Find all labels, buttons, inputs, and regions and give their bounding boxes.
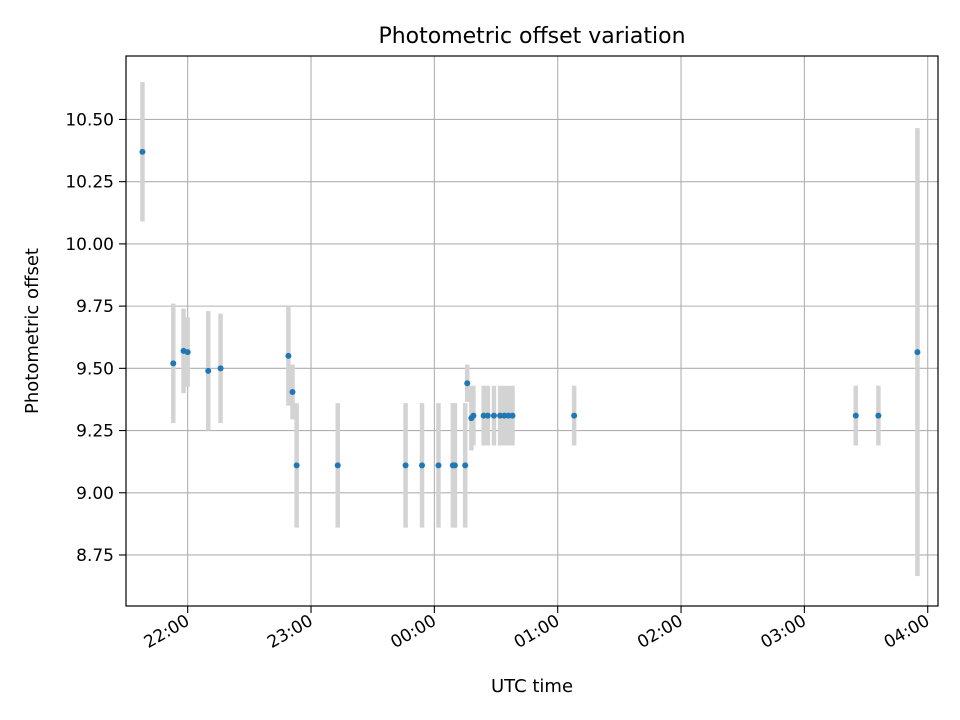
data-point bbox=[480, 412, 487, 419]
y-tick-label: 9.00 bbox=[76, 484, 114, 504]
data-point bbox=[484, 412, 491, 419]
data-point bbox=[285, 352, 292, 359]
data-points bbox=[139, 148, 921, 469]
data-point bbox=[402, 462, 409, 469]
x-axis-label: UTC time bbox=[491, 676, 573, 697]
data-point bbox=[334, 462, 341, 469]
data-point bbox=[170, 360, 177, 367]
data-point bbox=[289, 388, 296, 395]
y-tick-label: 8.75 bbox=[76, 546, 114, 566]
data-point bbox=[852, 412, 859, 419]
y-tick-label: 9.75 bbox=[76, 297, 114, 317]
data-point bbox=[470, 412, 477, 419]
data-point bbox=[184, 349, 191, 356]
data-point bbox=[497, 412, 504, 419]
data-point bbox=[205, 367, 212, 374]
y-tick-label: 9.25 bbox=[76, 422, 114, 442]
data-point bbox=[462, 462, 469, 469]
y-tick-label: 10.00 bbox=[65, 235, 114, 255]
data-point bbox=[139, 148, 146, 155]
data-point bbox=[435, 462, 442, 469]
data-point bbox=[875, 412, 882, 419]
data-point bbox=[293, 462, 300, 469]
data-point bbox=[571, 412, 578, 419]
data-point bbox=[451, 462, 458, 469]
y-tick-label: 10.25 bbox=[65, 173, 114, 193]
y-axis-label: Photometric offset bbox=[22, 248, 43, 414]
data-point bbox=[217, 365, 224, 372]
data-point bbox=[509, 412, 516, 419]
grid bbox=[126, 56, 938, 606]
y-tick-label: 9.50 bbox=[76, 359, 114, 379]
data-point bbox=[914, 349, 921, 356]
chart-title: Photometric offset variation bbox=[378, 24, 685, 49]
y-tick-label: 10.50 bbox=[65, 110, 114, 130]
plot-area-frame bbox=[125, 55, 939, 607]
data-point bbox=[464, 380, 471, 387]
data-point bbox=[501, 412, 508, 419]
data-point bbox=[490, 412, 497, 419]
data-point bbox=[505, 412, 512, 419]
data-point bbox=[419, 462, 426, 469]
